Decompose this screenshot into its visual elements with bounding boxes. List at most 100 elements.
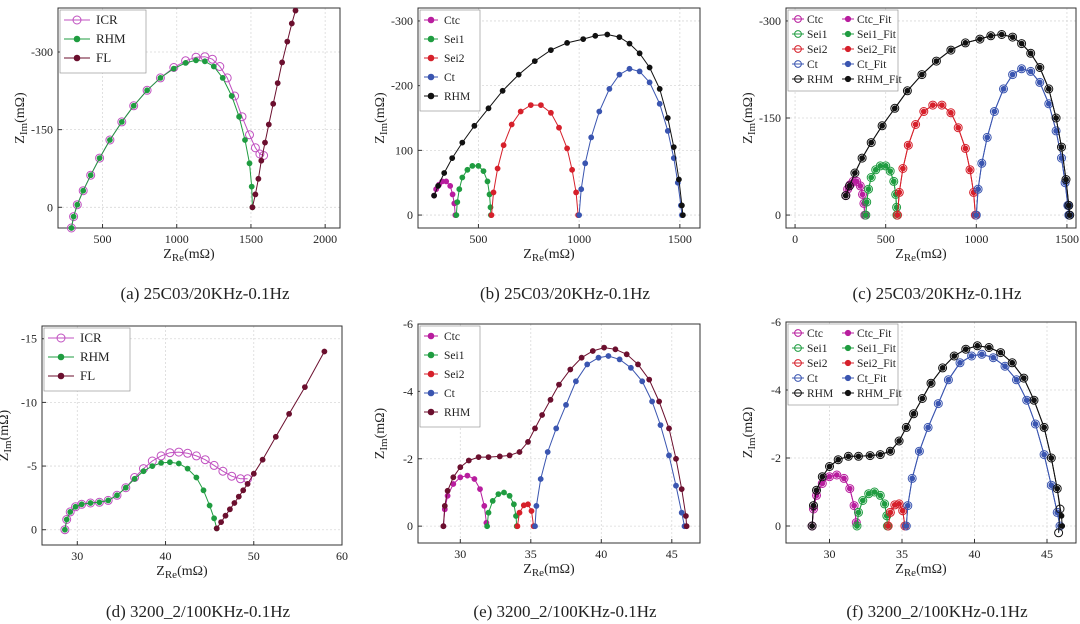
- data-point: [891, 105, 898, 112]
- data-point: [903, 424, 910, 431]
- panel-caption: (a) 25C03/20KHz-0.1Hz: [120, 284, 289, 303]
- data-point: [1013, 376, 1020, 383]
- data-point: [623, 351, 630, 358]
- data-point: [1065, 202, 1072, 209]
- data-point: [616, 34, 623, 40]
- data-point: [939, 102, 945, 108]
- data-point: [1054, 485, 1061, 492]
- data-point: [605, 353, 612, 359]
- data-point: [943, 375, 953, 385]
- y-tick-label: -150: [31, 123, 53, 137]
- data-point: [1035, 63, 1045, 72]
- data-point: [1026, 66, 1036, 76]
- data-point: [656, 100, 663, 107]
- data-point: [978, 160, 985, 167]
- panel-caption: (f) 3200_2/100KHz-0.1Hz: [846, 602, 1028, 621]
- series-line: [491, 104, 579, 216]
- data-point: [532, 425, 538, 432]
- data-point: [656, 86, 663, 92]
- data-point: [533, 502, 540, 509]
- data-point: [184, 465, 191, 472]
- data-point: [193, 474, 200, 481]
- data-point: [853, 178, 860, 185]
- data-point: [67, 508, 74, 515]
- data-point: [272, 433, 279, 440]
- legend-label: RHM: [80, 349, 110, 364]
- data-point: [255, 175, 262, 182]
- data-point: [200, 455, 210, 465]
- data-point: [548, 47, 554, 53]
- data-point: [845, 484, 855, 494]
- data-point: [1048, 482, 1055, 489]
- panel-caption: (c) 25C03/20KHz-0.1Hz: [852, 284, 1021, 303]
- data-point: [71, 502, 80, 512]
- data-point: [121, 483, 131, 493]
- data-point: [578, 186, 585, 193]
- data-point: [274, 80, 281, 86]
- series-fl: [249, 7, 299, 211]
- data-point: [965, 165, 975, 175]
- data-point: [525, 501, 531, 508]
- legend-swatch-marker: [57, 353, 65, 361]
- data-point: [1045, 100, 1052, 107]
- data-point: [931, 56, 941, 66]
- data-point: [1051, 126, 1061, 136]
- data-point: [484, 523, 490, 530]
- data-point: [938, 363, 948, 373]
- series-sei2-fit: [894, 102, 979, 218]
- chart-panel-a: 500 1000 1500 2000 0 -150 -300 ZRe(mΩ) ZIm(mΩ) IC…: [13, 7, 341, 303]
- data-point: [601, 344, 607, 351]
- data-point: [845, 453, 852, 460]
- series-sei1: [453, 162, 494, 218]
- data-point: [935, 400, 942, 407]
- data-point: [859, 191, 866, 198]
- data-point: [868, 139, 875, 146]
- series-sei2: [514, 501, 537, 530]
- data-point: [588, 134, 595, 141]
- data-point: [206, 502, 213, 509]
- legend-swatch-marker: [844, 60, 852, 68]
- data-point: [825, 462, 834, 471]
- data-point: [528, 508, 535, 514]
- data-point: [833, 472, 840, 478]
- legend-swatch-marker: [73, 54, 81, 62]
- data-point: [105, 497, 112, 504]
- x-tick-label: 40: [595, 547, 607, 561]
- data-point: [1018, 40, 1025, 47]
- legend-label: Ct_Fit: [857, 373, 887, 385]
- data-point: [646, 64, 653, 71]
- data-point: [516, 509, 523, 516]
- data-point: [441, 502, 448, 509]
- legend-label: Ct: [444, 72, 456, 84]
- data-point: [679, 202, 685, 209]
- series-ctc: [431, 178, 459, 218]
- data-point: [885, 446, 895, 456]
- legend-swatch-marker: [794, 60, 802, 68]
- data-point: [996, 348, 1006, 358]
- data-point: [301, 384, 308, 390]
- data-point: [226, 506, 233, 513]
- data-point: [858, 189, 867, 199]
- data-point: [1057, 153, 1066, 163]
- data-point: [246, 160, 253, 167]
- data-point: [66, 223, 76, 233]
- data-point: [444, 492, 451, 499]
- data-point: [1008, 70, 1018, 80]
- data-point: [573, 189, 579, 196]
- data-point: [69, 212, 79, 222]
- legend: Ctc Sei1 Sei2 Ct RHM: [419, 9, 481, 112]
- data-point: [919, 71, 925, 78]
- data-point: [103, 495, 113, 505]
- legend: Ctc Ctc_Fit Sei1 Sei1_Fit Sei2 Sei2_Fit Ct Ct_F…: [787, 9, 903, 92]
- legend-label: Ctc_Fit: [857, 328, 892, 340]
- y-tick-label: 0: [47, 200, 53, 214]
- series-ctc: [440, 472, 490, 530]
- data-point: [646, 79, 653, 86]
- data-point: [245, 130, 254, 140]
- data-point: [967, 166, 973, 173]
- data-point: [887, 509, 894, 516]
- data-point: [259, 456, 266, 463]
- data-point: [569, 166, 575, 173]
- legend-label: Ct: [807, 373, 819, 385]
